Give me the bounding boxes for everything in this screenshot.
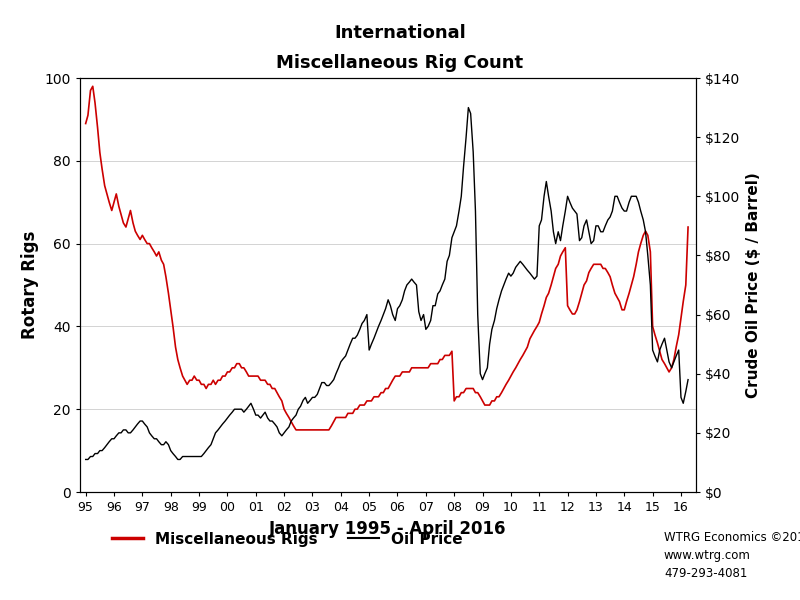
Text: International: International: [334, 24, 466, 42]
Text: www.wtrg.com: www.wtrg.com: [664, 549, 751, 562]
Legend: Miscellaneous Rigs, Oil Price: Miscellaneous Rigs, Oil Price: [106, 526, 469, 553]
Text: WTRG Economics ©2016: WTRG Economics ©2016: [664, 531, 800, 544]
Y-axis label: Crude Oil Price ($ / Barrel): Crude Oil Price ($ / Barrel): [746, 172, 761, 398]
Y-axis label: Rotary Rigs: Rotary Rigs: [21, 231, 39, 339]
X-axis label: January 1995 - April 2016: January 1995 - April 2016: [270, 520, 506, 538]
Text: 479-293-4081: 479-293-4081: [664, 567, 747, 580]
Text: Miscellaneous Rig Count: Miscellaneous Rig Count: [277, 54, 523, 72]
